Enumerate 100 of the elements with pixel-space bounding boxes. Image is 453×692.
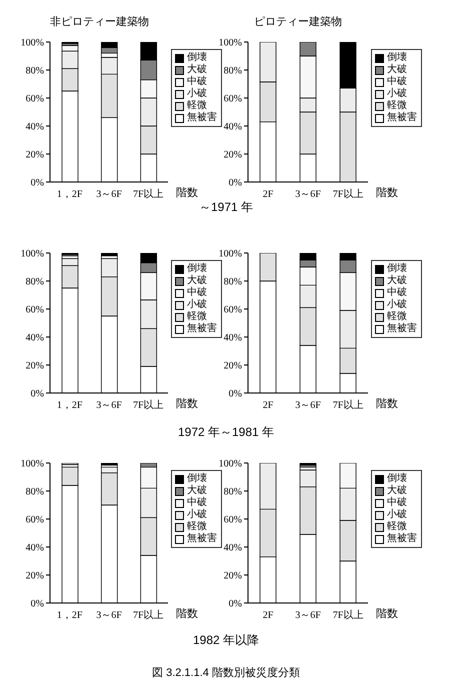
y-tick-label: 80% (26, 486, 44, 498)
y-tick-label: 80% (224, 276, 242, 288)
legend-label: 小破 (187, 299, 207, 311)
x-tick-label: 1，2F (56, 189, 83, 200)
legend-label: 倒壊 (187, 473, 207, 484)
legend-label: 小破 (387, 509, 407, 521)
y-tick-label: 0% (228, 178, 242, 189)
legend-label: 中破 (387, 76, 407, 88)
legend-label: 倒壊 (187, 52, 207, 64)
x-tick-label: 7F以上 (332, 609, 364, 622)
legend-label: 中破 (187, 497, 207, 508)
legend-label: 軽微 (387, 521, 407, 532)
legend-label: 無被害 (187, 323, 217, 335)
legend-label: 中破 (187, 287, 207, 298)
y-tick-label: 60% (224, 94, 242, 105)
legend-label: 倒壊 (387, 52, 407, 64)
legend-label: 倒壊 (187, 263, 207, 274)
legend-label: 無被害 (387, 112, 417, 124)
x-tick-label: 2F (262, 189, 274, 200)
x-tick-label: 7F以上 (133, 399, 164, 412)
legend-label: 中破 (387, 497, 407, 508)
legend-label: 無被害 (187, 533, 217, 545)
y-tick-label: 60% (224, 304, 242, 316)
legend-label: 倒壊 (387, 263, 407, 274)
x-tick-label: 7F以上 (133, 609, 164, 622)
x-tick-label: 7F以上 (133, 188, 164, 200)
y-tick-label: 40% (26, 122, 44, 133)
y-tick-label: 20% (224, 150, 242, 161)
y-tick-label: 40% (224, 122, 242, 133)
caption: 図 3.2.1.1.4 階数別被災度分類 (151, 666, 301, 681)
y-tick-label: 100% (218, 248, 242, 260)
x-tick-label: 3～6F (295, 189, 322, 200)
x-tick-label: 1，2F (56, 610, 83, 622)
legend-label: 軽微 (387, 311, 407, 322)
legend-label: 大破 (187, 485, 207, 496)
y-tick-label: 80% (224, 486, 242, 498)
y-tick-label: 0% (228, 388, 242, 400)
legend-label: 小破 (387, 299, 407, 311)
y-tick-label: 20% (224, 360, 242, 372)
legend-label: 大破 (387, 485, 407, 496)
legend-label: 軽微 (187, 100, 207, 112)
x-axis-title: 階数 (176, 186, 198, 200)
text: ～1971 年 (198, 199, 254, 215)
y-tick-label: 40% (26, 332, 44, 344)
y-tick-label: 100% (218, 38, 242, 49)
y-tick-label: 20% (26, 360, 44, 372)
chart-title: 非ピロティー建築物 (50, 15, 149, 30)
y-tick-label: 60% (26, 514, 44, 526)
x-tick-label: 3～6F (295, 400, 322, 412)
x-tick-label: 2F (262, 400, 274, 412)
legend-label: 中破 (387, 287, 407, 298)
y-tick-label: 0% (228, 598, 242, 610)
x-tick-label: 3～6F (96, 189, 122, 200)
legend-label: 無被害 (187, 112, 217, 124)
y-tick-label: 100% (20, 38, 44, 49)
legend-label: 小破 (387, 88, 407, 100)
legend-label: 軽微 (387, 100, 407, 112)
legend-label: 大破 (387, 64, 407, 76)
legend-label: 小破 (187, 509, 207, 521)
x-axis-title: 階数 (176, 397, 198, 411)
text: 1982 年以降 (192, 632, 260, 648)
chart-title: ピロティー建築物 (254, 15, 342, 30)
y-tick-label: 80% (224, 66, 242, 77)
y-tick-label: 100% (218, 458, 242, 470)
y-tick-label: 80% (26, 276, 44, 288)
y-tick-label: 80% (26, 66, 44, 77)
y-tick-label: 0% (30, 598, 44, 610)
x-tick-label: 7F以上 (332, 188, 364, 200)
y-tick-label: 40% (224, 542, 242, 554)
legend-label: 小破 (187, 88, 207, 100)
y-tick-label: 0% (30, 178, 44, 189)
y-tick-label: 60% (224, 514, 242, 526)
x-tick-label: 3～6F (96, 610, 122, 622)
y-tick-label: 40% (224, 332, 242, 344)
x-tick-label: 7F以上 (332, 399, 364, 412)
legend-label: 無被害 (387, 323, 417, 335)
x-axis-title: 階数 (176, 607, 198, 621)
y-tick-label: 20% (26, 150, 44, 161)
y-tick-label: 60% (26, 94, 44, 105)
y-tick-label: 0% (30, 388, 44, 400)
x-tick-label: 2F (262, 610, 274, 622)
legend-label: 中破 (187, 76, 207, 88)
y-tick-label: 60% (26, 304, 44, 316)
x-axis-title: 階数 (376, 607, 398, 621)
y-tick-label: 100% (20, 458, 44, 470)
y-tick-label: 20% (224, 570, 242, 582)
legend-label: 倒壊 (387, 473, 407, 484)
text: 1972 年～1981 年 (176, 424, 276, 440)
x-axis-title: 階数 (376, 186, 398, 200)
x-tick-label: 3～6F (96, 400, 122, 412)
y-tick-label: 100% (20, 248, 44, 260)
legend-label: 大破 (187, 64, 207, 76)
legend-label: 大破 (187, 275, 207, 286)
legend-label: 大破 (387, 275, 407, 286)
y-tick-label: 40% (26, 542, 44, 554)
y-tick-label: 20% (26, 570, 44, 582)
x-tick-label: 1，2F (56, 400, 83, 412)
x-axis-title: 階数 (376, 397, 398, 411)
legend-label: 軽微 (187, 521, 207, 532)
x-tick-label: 3～6F (295, 610, 322, 622)
